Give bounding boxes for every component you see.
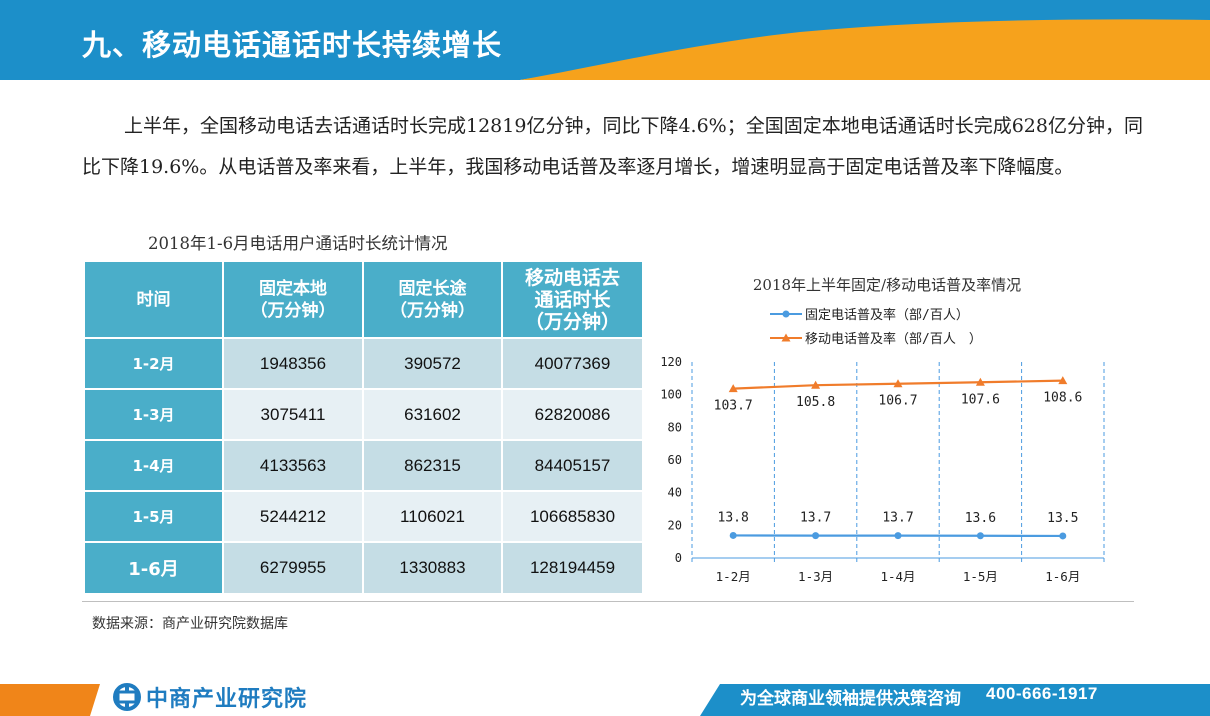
chart-title: 2018年上半年固定/移动电话普及率情况 [753,276,1021,294]
brand-name: 中商产业研究院 [146,687,308,712]
table-row: 1-5月 5244212 1106021 106685830 [85,492,642,541]
data-label: 103.7 [714,399,753,414]
data-point [728,384,738,393]
row-period: 1-4月 [85,441,222,490]
header-background [0,0,1210,80]
data-point [811,380,821,389]
y-tick-label: 20 [668,518,682,532]
footer-bar [0,676,1210,716]
data-label: 13.7 [800,511,831,526]
cell-fixed-long: 862315 [364,441,501,490]
data-label: 13.6 [965,511,996,526]
y-tick-label: 100 [660,388,682,402]
y-tick-label: 120 [660,355,682,369]
row-period: 1-3月 [85,390,222,439]
data-label: 13.7 [882,511,913,526]
x-tick-label: 1-3月 [798,569,833,584]
y-tick-label: 60 [668,453,682,467]
cell-fixed-local: 4133563 [224,441,362,490]
data-point [1058,376,1068,385]
x-tick-label: 1-2月 [716,569,751,584]
table-row: 1-6月 6279955 1330883 128194459 [85,543,642,593]
footer-background [0,684,1210,716]
table-row: 1-4月 4133563 862315 84405157 [85,441,642,490]
data-label: 107.6 [961,392,1000,407]
brand-mark-icon [113,683,141,711]
x-tick-label: 1-4月 [880,569,915,584]
header-banner: 九、移动电话通话时长持续增长 [0,0,1210,80]
data-point [975,377,985,386]
y-tick-label: 80 [668,420,682,434]
table-caption: 2018年1-6月电话用户通话时长统计情况 [148,234,448,253]
footer-phone: 400-666-1917 [986,684,1098,703]
header-mobile-label-2: 通话时长 [534,288,611,311]
header-period: 时间 [85,262,222,337]
header-mobile-unit: （万分钟） [524,310,620,333]
cell-mobile: 106685830 [503,492,642,541]
header-fixed-long-unit: （万分钟） [390,300,475,321]
data-label: 105.8 [796,395,835,410]
call-duration-table: 时间 固定本地 （万分钟） 固定长途 （万分钟） 移动电话去 通话时长 （万分钟… [83,260,644,595]
cell-mobile: 62820086 [503,390,642,439]
header-mobile: 移动电话去 通话时长 （万分钟） [503,262,642,337]
data-point [1059,532,1067,540]
cell-mobile: 128194459 [503,543,642,593]
y-tick-label: 40 [668,486,682,500]
data-point [976,532,984,540]
table-row: 1-2月 1948356 390572 40077369 [85,339,642,388]
intro-paragraph: 上半年，全国移动电话去话通话时长完成12819亿分钟，同比下降4.6%；全国固定… [82,115,1143,178]
header-fixed-long: 固定长途 （万分钟） [364,262,501,337]
header-fixed-long-label: 固定长途 [398,278,467,299]
table-row: 1-3月 3075411 631602 62820086 [85,390,642,439]
header-fixed-local: 固定本地 （万分钟） [224,262,362,337]
data-point [893,379,903,388]
data-label: 13.8 [718,510,749,525]
x-tick-label: 1-5月 [963,569,998,584]
cell-fixed-local: 3075411 [224,390,362,439]
cell-fixed-long: 390572 [364,339,501,388]
header-fixed-local-unit: （万分钟） [250,300,336,321]
penetration-chart: 2018年上半年固定/移动电话普及率情况 固定电话普及率（部/百人） 移动电话普及率… [652,262,1122,597]
data-source: 数据来源：商产业研究院数据库 [92,616,288,632]
data-point [894,532,902,540]
cell-mobile: 40077369 [503,339,642,388]
cell-fixed-local: 1948356 [224,339,362,388]
x-tick-label: 1-6月 [1045,569,1080,584]
header-mobile-label-1: 移动电话去 [524,266,620,289]
page-title: 九、移动电话通话时长持续增长 [82,28,503,62]
cell-fixed-long: 631602 [364,390,501,439]
cell-mobile: 84405157 [503,441,642,490]
legend-marker-1 [781,333,791,342]
legend-label-1: 移动电话普及率（部/百人 ） [805,331,982,347]
legend-label-0: 固定电话普及率（部/百人） [805,307,969,323]
cell-fixed-local: 6279955 [224,543,362,593]
data-label: 106.7 [878,394,917,409]
legend-marker-0 [782,310,790,318]
data-label: 108.6 [1043,391,1082,406]
data-point [729,531,737,539]
header-fixed-local-label: 固定本地 [259,278,327,299]
cell-fixed-long: 1106021 [364,492,501,541]
source-divider [82,601,1134,602]
table-header-row: 时间 固定本地 （万分钟） 固定长途 （万分钟） 移动电话去 通话时长 （万分钟… [85,262,642,337]
row-period: 1-6月 [85,543,222,593]
brand-logo: 中商产业研究院 [112,681,307,713]
cell-fixed-long: 1330883 [364,543,501,593]
data-label: 13.5 [1047,511,1078,526]
cell-fixed-local: 5244212 [224,492,362,541]
row-period: 1-2月 [85,339,222,388]
y-tick-label: 0 [675,551,682,565]
data-point [812,532,820,540]
footer-slogan: 为全球商业领袖提供决策咨询 [740,689,961,709]
header-period-label: 时间 [136,289,171,310]
row-period: 1-5月 [85,492,222,541]
